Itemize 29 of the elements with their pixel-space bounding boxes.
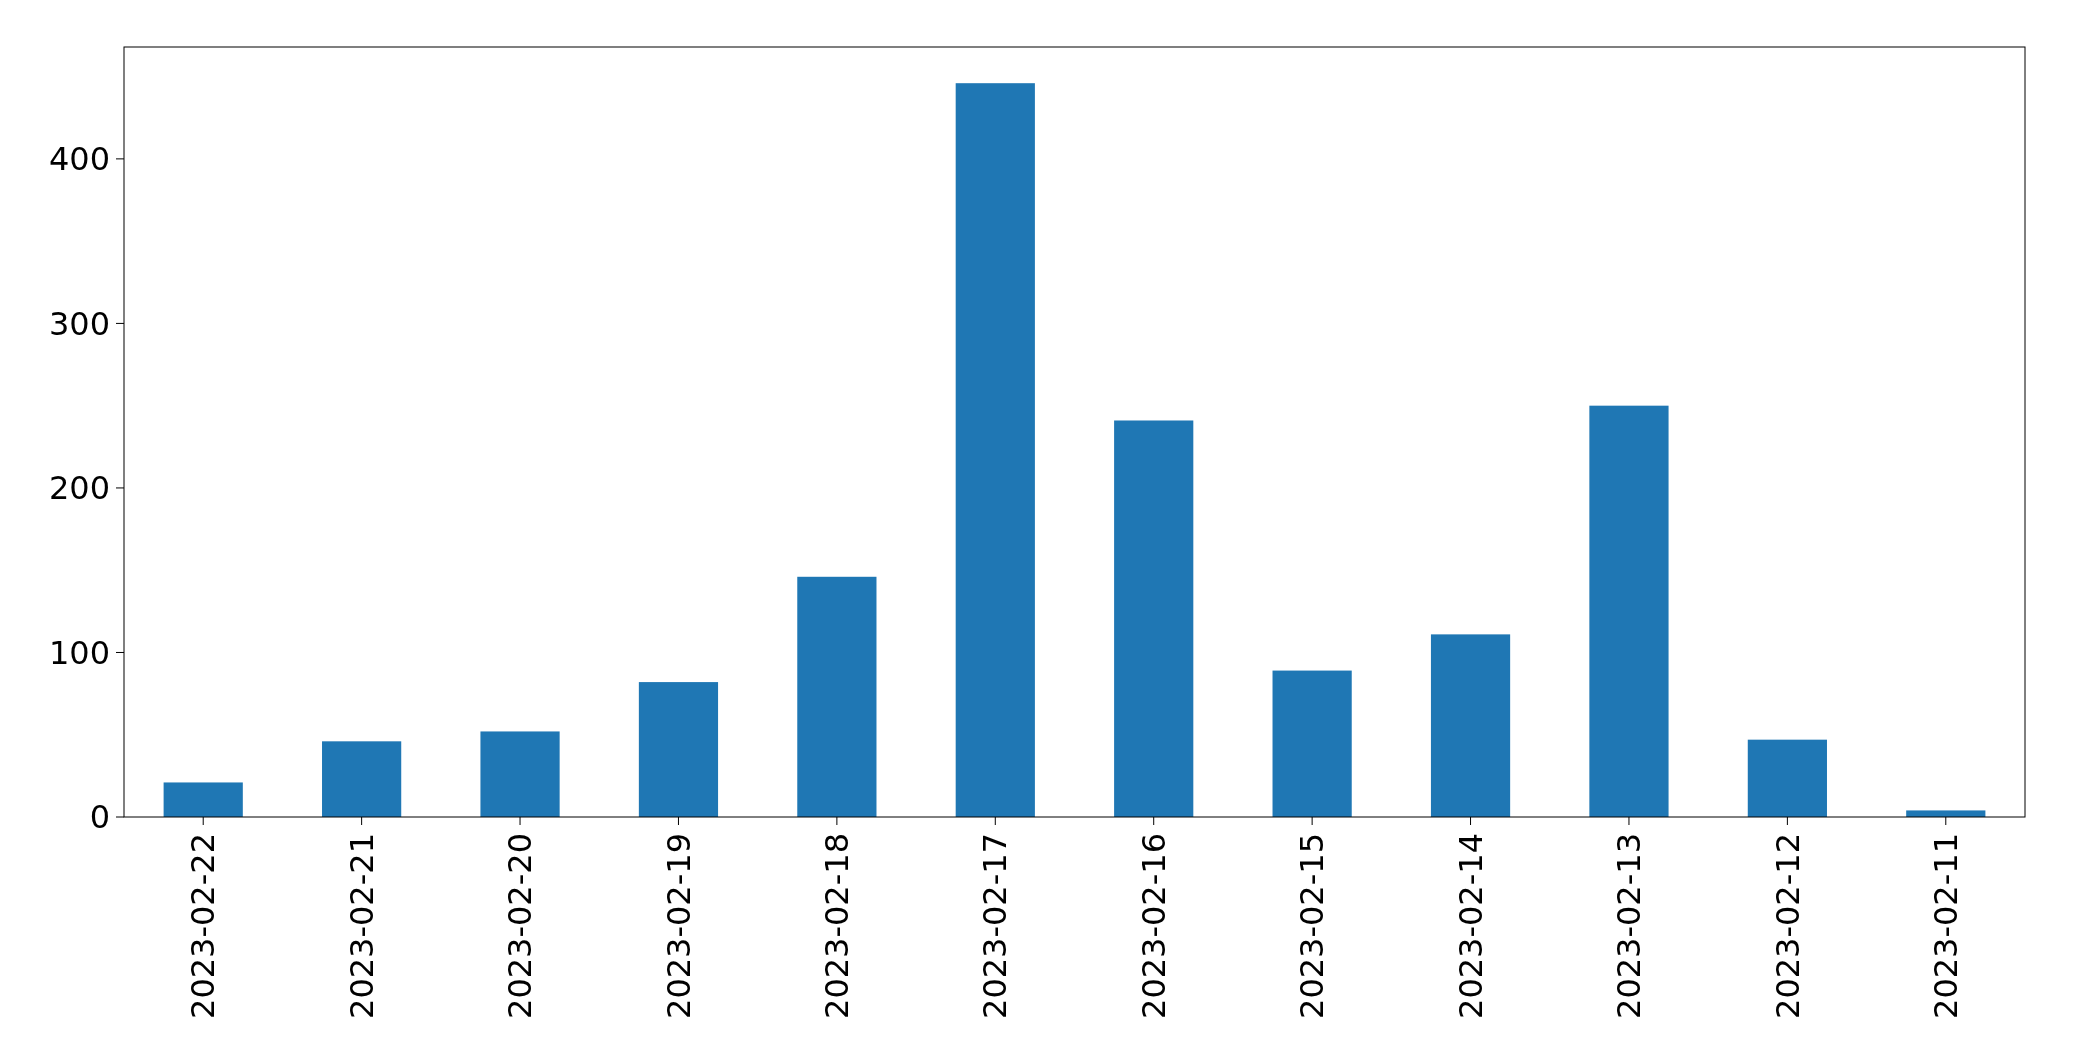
bar <box>797 576 877 817</box>
x-tick-label: 2023-02-20 <box>501 833 540 1019</box>
y-tick-label: 300 <box>48 304 110 343</box>
bar <box>1430 634 1511 817</box>
bar <box>1906 810 1986 817</box>
x-tick-label: 2023-02-17 <box>976 833 1015 1019</box>
y-tick-label: 400 <box>48 140 110 179</box>
x-tick-label: 2023-02-19 <box>659 833 698 1019</box>
bar <box>1747 739 1827 817</box>
x-tick-label: 2023-02-13 <box>1610 833 1649 1019</box>
x-tick-label: 2023-02-18 <box>818 833 857 1019</box>
y-tick-label: 200 <box>48 469 110 508</box>
x-tick-label: 2023-02-14 <box>1451 833 1490 1019</box>
bar <box>1589 405 1669 817</box>
x-tick-label: 2023-02-12 <box>1768 833 1807 1019</box>
x-tick-label: 2023-02-15 <box>1293 833 1332 1019</box>
bar <box>638 682 719 817</box>
x-tick-label: 2023-02-11 <box>1926 833 1965 1019</box>
bar <box>1272 670 1352 817</box>
bar <box>322 741 402 817</box>
x-tick-label: 2023-02-16 <box>1134 833 1173 1019</box>
bar <box>955 83 1035 817</box>
bar <box>163 782 243 817</box>
bar <box>1114 420 1194 817</box>
x-tick-label: 2023-02-22 <box>184 833 223 1019</box>
bar <box>480 731 560 817</box>
y-tick-label: 100 <box>48 633 110 672</box>
y-tick-label: 0 <box>89 798 110 837</box>
x-tick-label: 2023-02-21 <box>342 833 381 1019</box>
